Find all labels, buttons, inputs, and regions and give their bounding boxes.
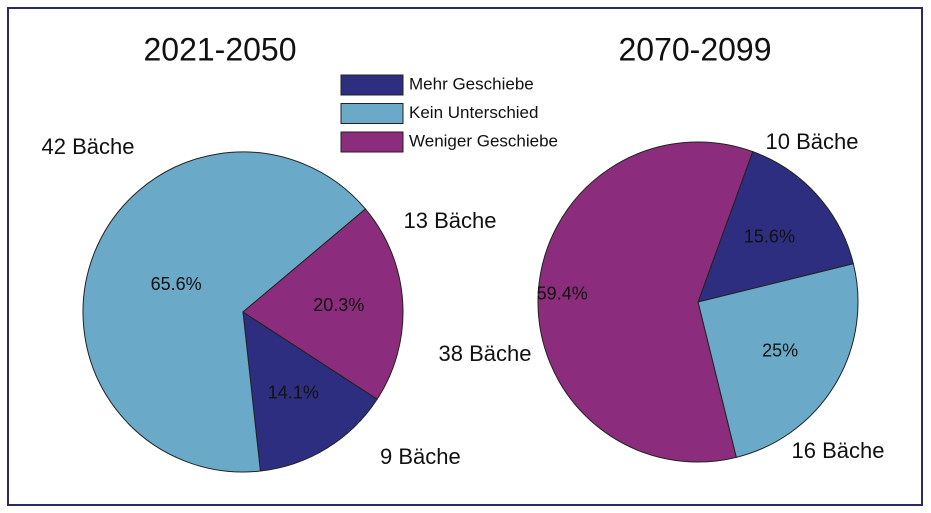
chart-title: 2021-2050 xyxy=(143,31,296,67)
legend-label: Weniger Geschiebe xyxy=(409,131,558,150)
legend-swatch xyxy=(340,74,404,96)
count-label: 42 Bäche xyxy=(42,134,135,159)
value-label: 65.6% xyxy=(151,274,202,294)
legend-label: Kein Unterschied xyxy=(409,103,538,122)
value-label: 59.4% xyxy=(537,283,588,303)
pie-slice xyxy=(697,151,854,303)
pie-slice xyxy=(242,311,378,472)
legend-label: Mehr Geschiebe xyxy=(409,74,534,93)
value-label: 25% xyxy=(762,340,798,360)
pie-slice xyxy=(82,151,367,473)
count-label: 9 Bäche xyxy=(380,444,461,469)
value-label: 14.1% xyxy=(268,382,319,402)
count-label: 13 Bäche xyxy=(404,208,497,233)
legend-swatch xyxy=(340,131,404,153)
count-label: 16 Bäche xyxy=(792,438,885,463)
pie-slice xyxy=(697,263,859,458)
pie-slice xyxy=(537,141,754,463)
pie-slice xyxy=(242,208,404,400)
chart-title: 2070-2099 xyxy=(618,31,771,67)
count-label: 10 Bäche xyxy=(766,129,859,154)
legend-swatch xyxy=(340,103,404,124)
value-label: 20.3% xyxy=(313,295,364,315)
value-label: 15.6% xyxy=(744,227,795,247)
count-label: 38 Bäche xyxy=(439,341,532,366)
